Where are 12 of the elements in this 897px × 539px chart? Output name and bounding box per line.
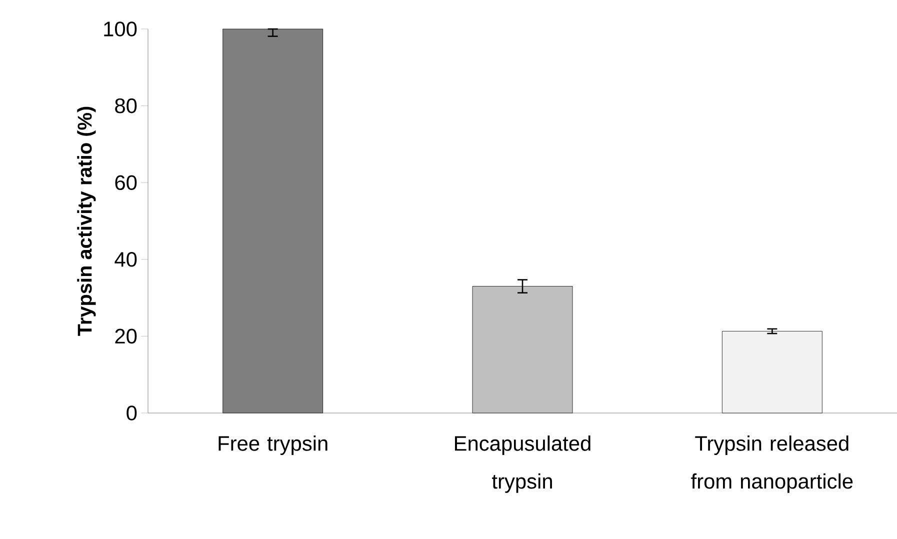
x-tick-label: Encapusulated trypsin (455, 436, 590, 493)
bar (222, 28, 324, 414)
y-tick-label: 40 (114, 252, 137, 267)
x-tick-label: Free trypsin (218, 436, 328, 456)
y-axis-title: Trypsin activity ratio (%) (77, 106, 96, 336)
y-tick-label: 0 (126, 406, 137, 420)
y-tick-label: 80 (115, 98, 137, 114)
bar (722, 331, 822, 414)
y-tick-label: 60 (115, 175, 137, 190)
x-tick-label: Trypsin released from nanoparticle (691, 436, 853, 493)
y-tick-label: 100 (104, 22, 137, 36)
y-tick-label: 20 (115, 328, 137, 344)
